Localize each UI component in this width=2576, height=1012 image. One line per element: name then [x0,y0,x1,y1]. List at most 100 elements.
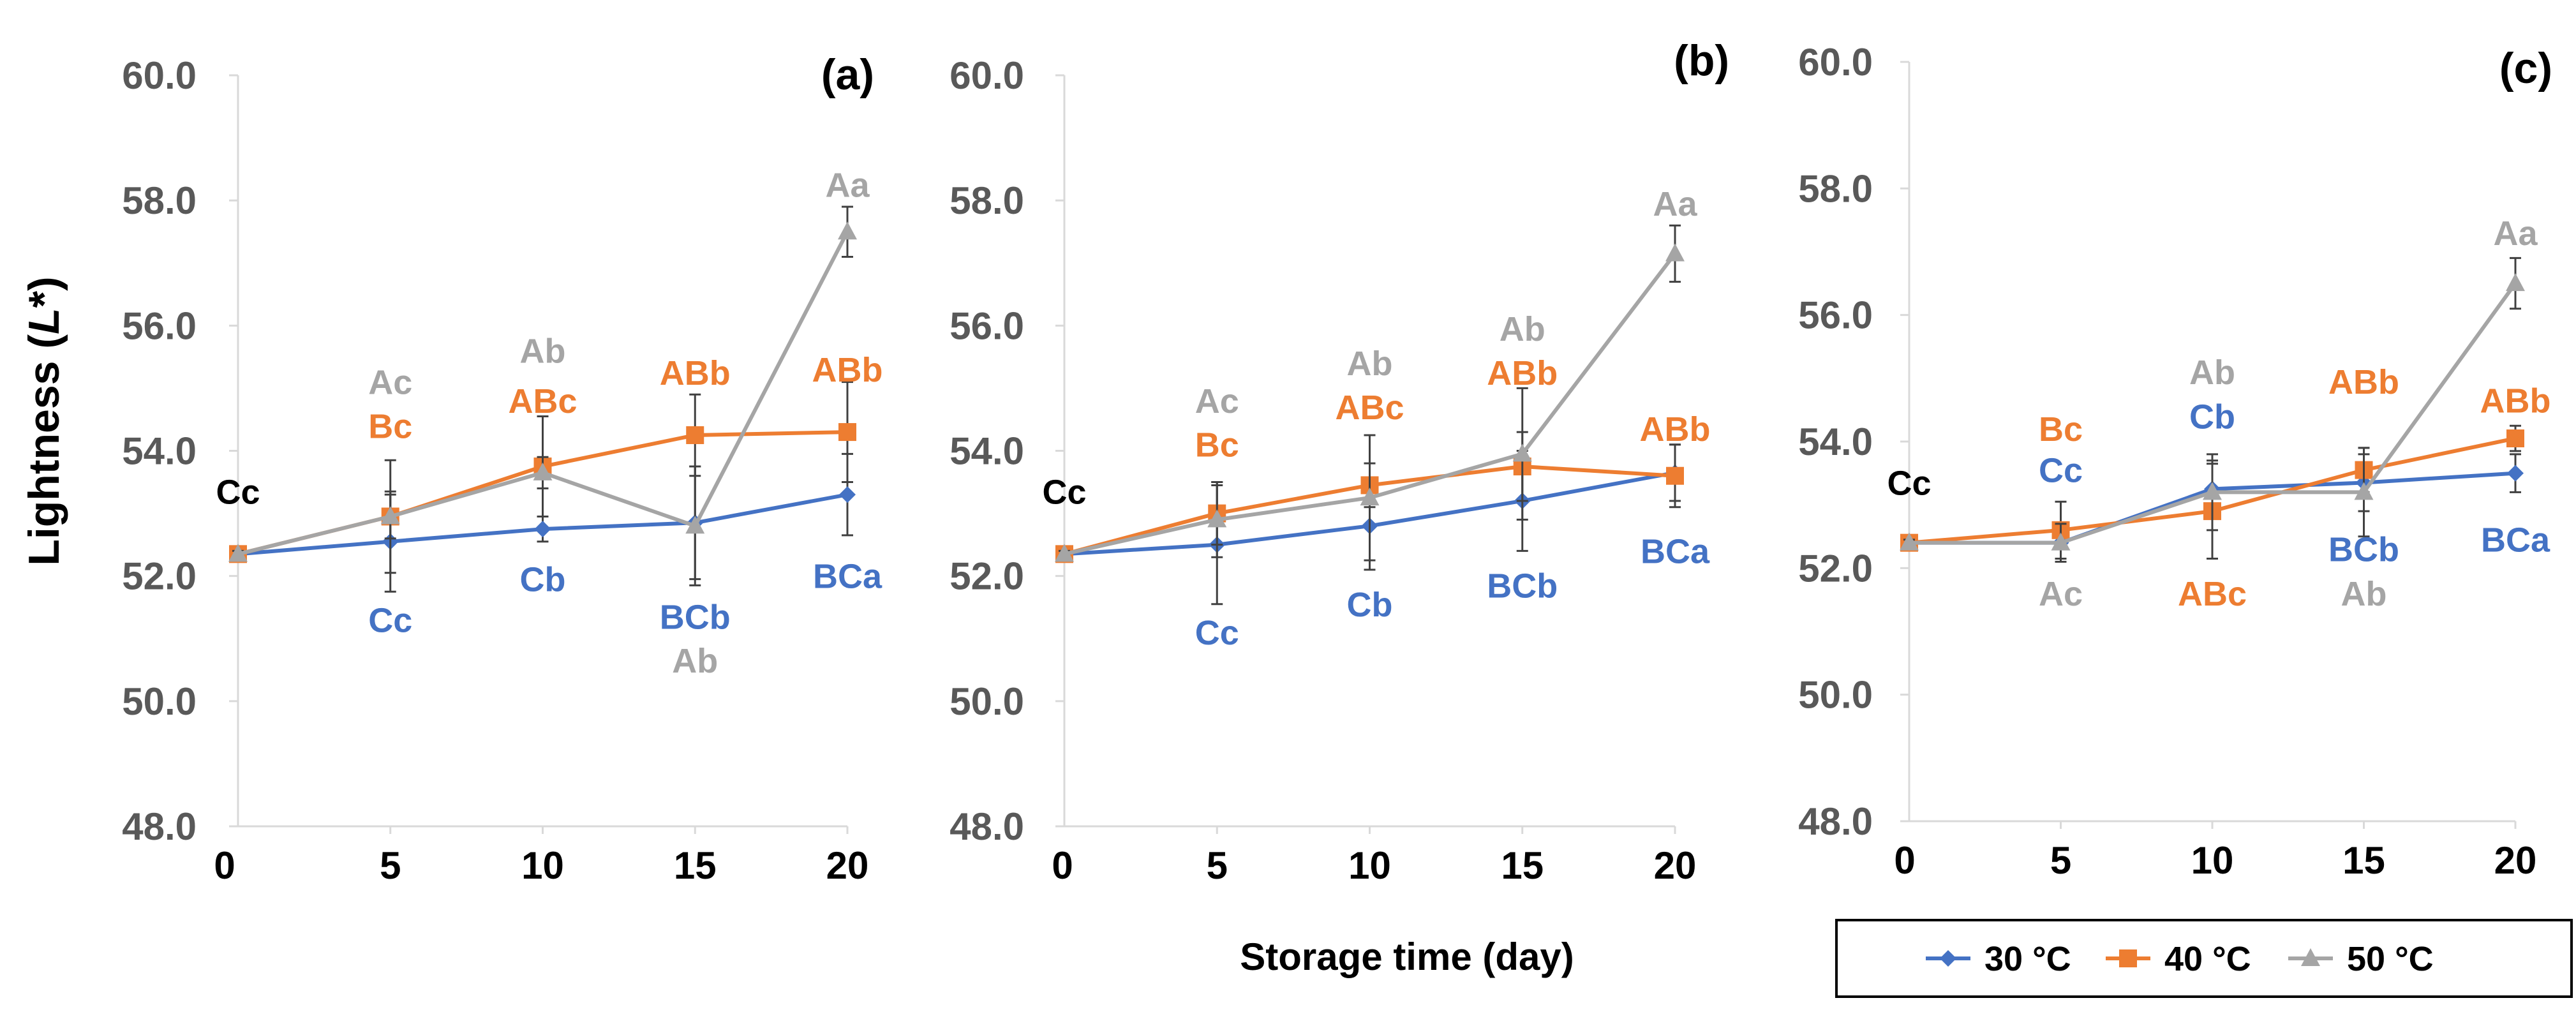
legend: 30 °C 40 °C 50 °C [1835,919,2573,998]
y-tick-label: 60.0 [1798,41,1873,84]
y-tick-label: 54.0 [122,430,197,473]
significance-label: Cb [2189,398,2235,436]
significance-label: ABb [1640,410,1711,449]
significance-label: ABb [2480,382,2551,420]
x-tick-label: 5 [2050,839,2071,882]
significance-label: BCa [1641,532,1710,570]
data-point [1900,532,1919,551]
y-tick-label: 60.0 [949,54,1024,97]
data-point [686,426,704,444]
panel-label: (c) [2499,44,2552,93]
y-tick-label: 56.0 [122,304,197,347]
significance-label: Bc [2039,410,2083,449]
significance-label: BCb [2328,531,2399,569]
significance-label: Ab [672,642,718,680]
significance-label: Cc [1195,614,1239,652]
y-tick-label: 48.0 [1798,800,1873,843]
y-tick-label: 48.0 [949,805,1024,848]
x-tick-label: 0 [1894,839,1915,882]
x-tick-label: 15 [1501,844,1544,887]
series-50c [1055,224,1685,562]
legend-marker [2119,949,2137,967]
y-tick-label: 56.0 [1798,294,1873,337]
significance-label: Ab [2341,575,2387,613]
data-point [228,544,248,562]
significance-label: Ab [1347,345,1393,383]
legend-item: 40 °C [2106,940,2251,978]
y-tick-label: 54.0 [949,430,1024,473]
x-tick-label: 20 [826,844,869,887]
x-tick-label: 5 [1207,844,1228,887]
x-tick-label: 20 [2494,839,2537,882]
legend-label: 40 °C [2164,940,2251,978]
significance-label: Aa [2493,214,2538,253]
data-point [380,506,400,525]
significance-label: Cb [1347,586,1393,624]
significance-label: Cb [520,561,566,599]
significance-label: ABb [660,354,731,392]
series-50c [1900,257,2525,563]
panel-a: 48.0 50.0 52.0 54.0 56.0 58.0 60.0 0 5 10 15 20 (a) C… [122,50,882,887]
data-point [534,521,551,538]
x-tick-label: 5 [380,844,401,887]
y-tick-label: 60.0 [122,54,197,97]
significance-label: BCb [1487,567,1558,605]
significance-label: Ab [520,332,566,371]
significance-label: BCb [660,598,731,636]
data-point [1055,544,1074,562]
legend-label: 30 °C [1984,940,2071,978]
significance-label: Bc [1195,426,1239,465]
data-point [1666,466,1684,485]
significance-label: ABb [1487,354,1558,392]
data-point [685,516,705,534]
significance-label: Ac [2039,575,2083,613]
panel-label: (a) [821,50,874,99]
data-point [2506,273,2525,292]
significance-label: ABc [1335,389,1404,427]
x-axis-title: Storage time (day) [1240,935,1574,978]
significance-label: Cc [1887,464,1931,502]
y-axis-title-italic: L [20,308,68,334]
data-point [2203,482,2222,500]
significance-label: ABc [2178,575,2247,613]
x-tick-label: 15 [674,844,717,887]
significance-label: Cc [368,601,412,639]
legend-item: 50 °C [2288,940,2434,978]
y-tick-label: 58.0 [949,179,1024,222]
data-point [2354,482,2374,500]
significance-label: Ac [1195,382,1239,420]
significance-label: Aa [825,167,870,205]
legend-marker [1940,950,1956,967]
y-tick-label: 50.0 [1798,674,1873,717]
significance-label: Cc [1042,473,1086,511]
data-point [2507,465,2524,482]
significance-label: Aa [1653,185,1697,223]
y-tick-label: 56.0 [949,304,1024,347]
significance-label: Bc [368,407,412,445]
data-point [2051,532,2071,551]
data-point [838,221,857,240]
y-tick-label: 52.0 [122,555,197,598]
x-tick-label: 10 [2191,839,2234,882]
data-point [533,462,553,480]
significance-label: Cc [2039,452,2083,490]
x-tick-label: 0 [214,844,235,887]
panel-b: 48.0 50.0 52.0 54.0 56.0 58.0 60.0 0 5 10 15 20 (b) C… [949,36,1729,887]
data-point [1512,443,1532,462]
y-axis-title-tail: *) [20,276,68,308]
x-tick-label: 15 [2342,839,2385,882]
y-axis-title: Lightness (L*) [20,276,68,565]
y-tick-label: 54.0 [1798,420,1873,463]
significance-label: ABb [2328,363,2399,401]
y-tick-label: 52.0 [949,555,1024,598]
significance-label: Ac [368,364,412,402]
y-tick-label: 58.0 [1798,167,1873,210]
y-axis-title-main: Lightness ( [20,334,68,566]
series-50c [228,205,857,586]
data-point [838,423,856,442]
y-tick-label: 58.0 [122,179,197,222]
significance-label: ABb [812,351,883,389]
x-tick-label: 10 [1348,844,1391,887]
data-point [2506,429,2524,448]
